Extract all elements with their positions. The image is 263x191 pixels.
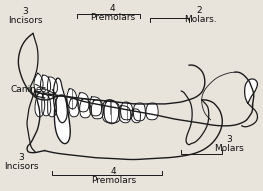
Polygon shape	[54, 95, 70, 144]
Polygon shape	[53, 78, 67, 123]
Polygon shape	[119, 106, 131, 123]
Text: Premolars: Premolars	[91, 176, 136, 185]
Polygon shape	[146, 103, 158, 120]
Polygon shape	[34, 73, 43, 92]
Polygon shape	[78, 93, 89, 112]
Polygon shape	[41, 75, 50, 93]
Polygon shape	[67, 89, 77, 109]
Text: Canines: Canines	[11, 85, 47, 94]
Polygon shape	[69, 98, 79, 117]
Polygon shape	[121, 102, 133, 120]
Text: Incisors: Incisors	[4, 162, 38, 171]
Text: 4: 4	[109, 4, 115, 13]
Polygon shape	[131, 109, 140, 123]
Polygon shape	[133, 103, 145, 121]
Text: 3: 3	[226, 135, 232, 144]
Polygon shape	[89, 97, 102, 116]
Polygon shape	[245, 79, 257, 103]
Text: 3: 3	[22, 7, 28, 16]
Polygon shape	[91, 100, 104, 119]
Polygon shape	[102, 100, 119, 124]
Text: 2: 2	[197, 6, 202, 15]
Polygon shape	[47, 77, 57, 94]
Text: Incisors: Incisors	[8, 16, 42, 25]
Polygon shape	[42, 95, 51, 116]
Text: Molars: Molars	[214, 144, 244, 153]
Text: Molars.: Molars.	[184, 15, 217, 24]
Text: Premolars: Premolars	[90, 13, 135, 22]
Polygon shape	[35, 93, 45, 117]
Polygon shape	[80, 99, 91, 118]
Text: 3: 3	[18, 153, 24, 162]
Polygon shape	[104, 100, 120, 123]
Polygon shape	[48, 96, 57, 117]
Text: 4: 4	[111, 167, 116, 176]
